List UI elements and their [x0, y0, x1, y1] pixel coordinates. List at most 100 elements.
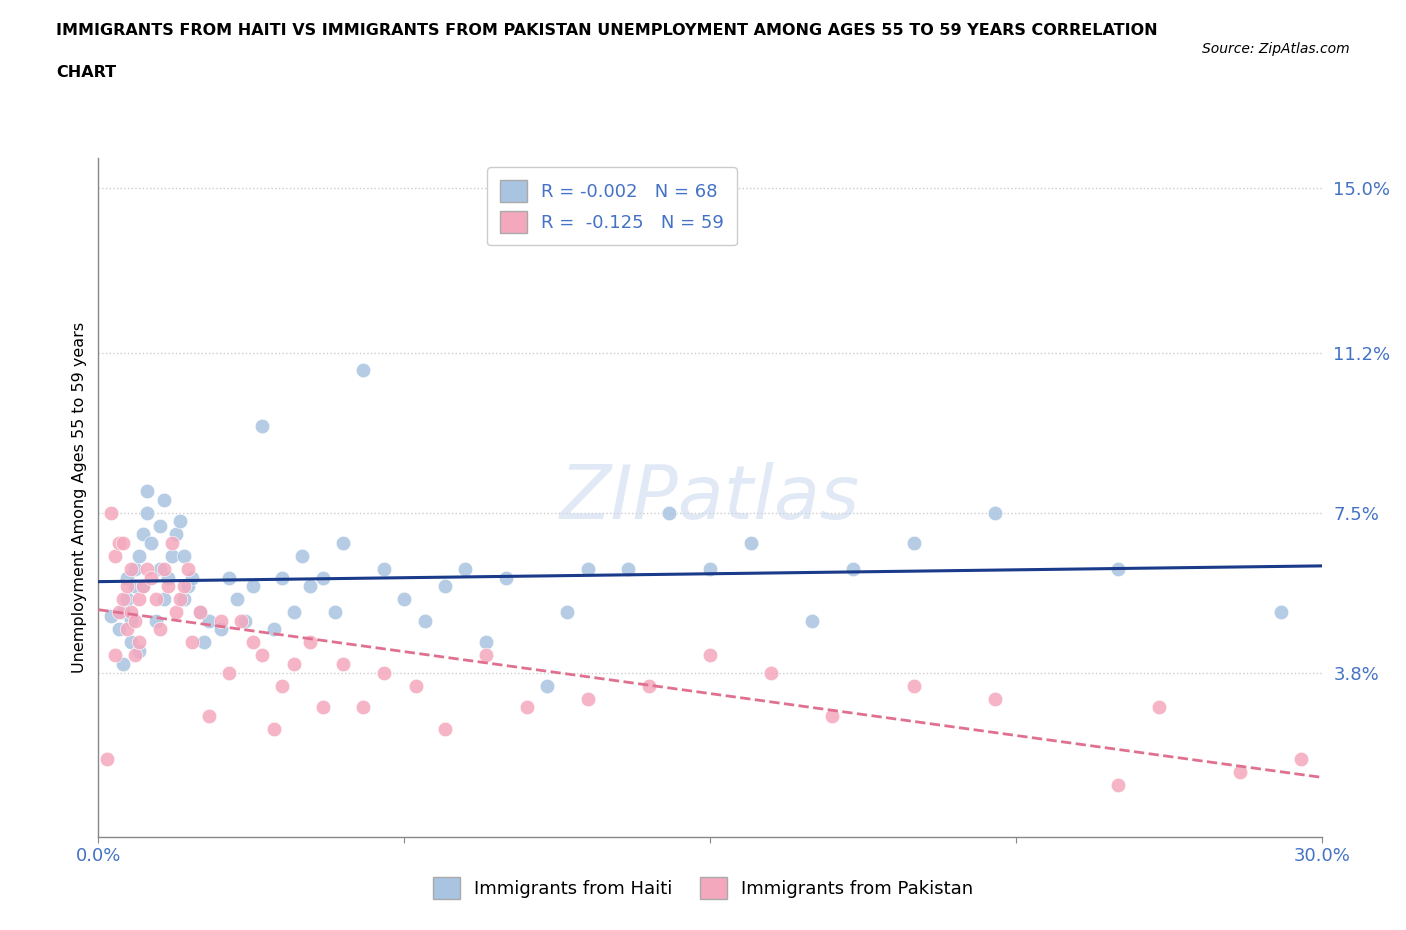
- Point: [197, 614, 219, 629]
- Text: Source: ZipAtlas.com: Source: ZipAtlas.com: [1202, 42, 1350, 56]
- Point: [197, 709, 219, 724]
- Point: [761, 665, 783, 680]
- Point: [1107, 777, 1129, 792]
- Point: [152, 562, 174, 577]
- Legend: R = -0.002   N = 68, R =  -0.125   N = 59: R = -0.002 N = 68, R = -0.125 N = 59: [488, 167, 737, 246]
- Point: [124, 578, 146, 593]
- Point: [160, 549, 183, 564]
- Point: [1147, 700, 1170, 715]
- Point: [299, 635, 322, 650]
- Point: [145, 614, 167, 629]
- Point: [242, 635, 264, 650]
- Point: [169, 514, 191, 529]
- Point: [177, 562, 200, 577]
- Point: [263, 722, 285, 737]
- Point: [1107, 562, 1129, 577]
- Point: [120, 635, 142, 650]
- Point: [352, 700, 374, 715]
- Point: [128, 591, 150, 606]
- Point: [740, 536, 762, 551]
- Point: [516, 700, 538, 715]
- Point: [984, 505, 1007, 520]
- Point: [576, 691, 599, 706]
- Point: [250, 418, 273, 433]
- Point: [291, 549, 314, 564]
- Point: [115, 578, 138, 593]
- Point: [124, 648, 146, 663]
- Point: [128, 549, 150, 564]
- Point: [405, 678, 427, 693]
- Point: [141, 536, 163, 551]
- Point: [218, 570, 240, 585]
- Point: [233, 614, 256, 629]
- Point: [218, 665, 240, 680]
- Point: [699, 562, 721, 577]
- Text: IMMIGRANTS FROM HAITI VS IMMIGRANTS FROM PAKISTAN UNEMPLOYMENT AMONG AGES 55 TO : IMMIGRANTS FROM HAITI VS IMMIGRANTS FROM…: [56, 23, 1159, 38]
- Point: [323, 604, 346, 619]
- Point: [332, 657, 354, 671]
- Point: [104, 648, 127, 663]
- Point: [801, 614, 824, 629]
- Point: [434, 578, 457, 593]
- Point: [128, 635, 150, 650]
- Point: [149, 562, 172, 577]
- Point: [903, 536, 925, 551]
- Point: [373, 665, 395, 680]
- Point: [283, 604, 305, 619]
- Point: [120, 614, 142, 629]
- Point: [149, 622, 172, 637]
- Point: [108, 604, 131, 619]
- Point: [984, 691, 1007, 706]
- Point: [474, 635, 498, 650]
- Point: [156, 578, 179, 593]
- Point: [299, 578, 322, 593]
- Point: [555, 604, 579, 619]
- Legend: Immigrants from Haiti, Immigrants from Pakistan: Immigrants from Haiti, Immigrants from P…: [426, 870, 980, 907]
- Point: [115, 570, 138, 585]
- Point: [160, 536, 183, 551]
- Point: [576, 562, 599, 577]
- Point: [495, 570, 517, 585]
- Point: [312, 700, 335, 715]
- Point: [104, 549, 127, 564]
- Text: ZIPatlas: ZIPatlas: [560, 461, 860, 534]
- Point: [120, 604, 142, 619]
- Point: [111, 591, 134, 606]
- Point: [115, 591, 138, 606]
- Point: [312, 570, 335, 585]
- Point: [188, 604, 212, 619]
- Point: [173, 549, 195, 564]
- Point: [270, 570, 294, 585]
- Point: [209, 622, 232, 637]
- Point: [149, 518, 172, 533]
- Point: [1229, 764, 1251, 779]
- Point: [231, 614, 253, 629]
- Point: [124, 562, 146, 577]
- Point: [474, 648, 498, 663]
- Point: [165, 527, 187, 542]
- Point: [173, 591, 195, 606]
- Point: [156, 570, 179, 585]
- Point: [250, 648, 273, 663]
- Point: [100, 609, 122, 624]
- Text: CHART: CHART: [56, 65, 117, 80]
- Point: [699, 648, 721, 663]
- Point: [1270, 604, 1292, 619]
- Point: [392, 591, 416, 606]
- Point: [136, 505, 159, 520]
- Point: [152, 492, 174, 507]
- Point: [145, 591, 167, 606]
- Point: [132, 527, 155, 542]
- Point: [283, 657, 305, 671]
- Point: [1291, 751, 1313, 766]
- Point: [108, 622, 131, 637]
- Point: [136, 484, 159, 498]
- Point: [181, 635, 204, 650]
- Point: [242, 578, 264, 593]
- Point: [132, 578, 155, 593]
- Point: [617, 562, 640, 577]
- Point: [270, 678, 294, 693]
- Point: [111, 657, 134, 671]
- Point: [108, 536, 131, 551]
- Point: [637, 678, 661, 693]
